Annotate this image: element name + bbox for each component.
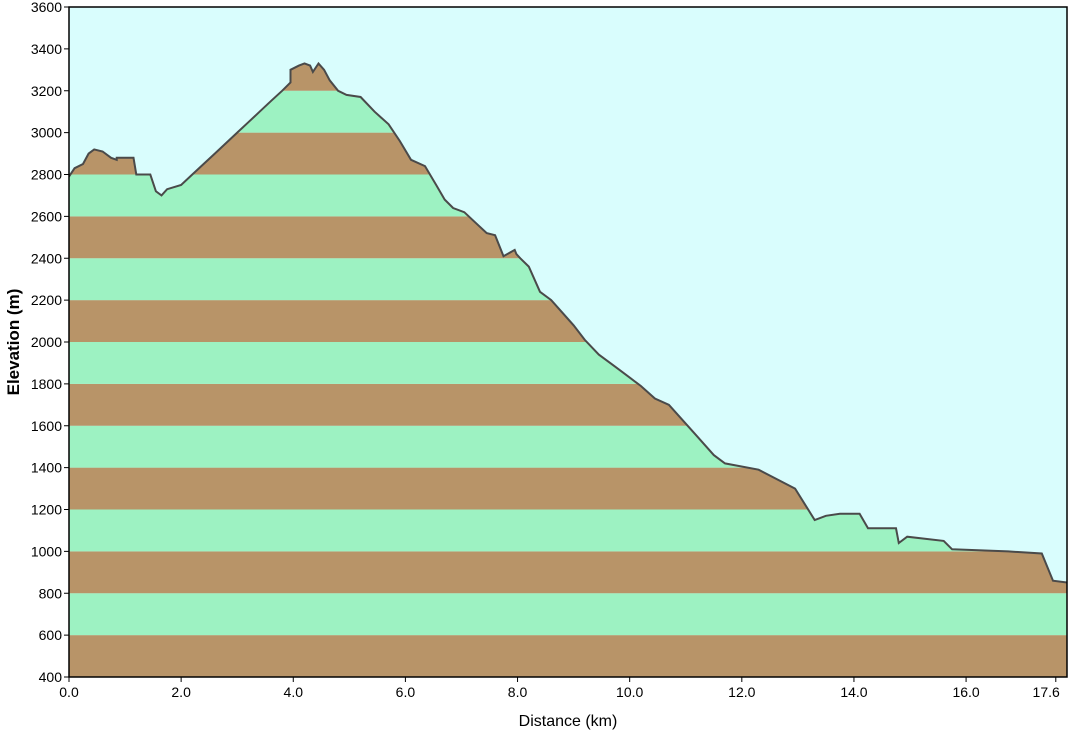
x-tick-label: 0.0 bbox=[59, 684, 79, 700]
x-axis-title: Distance (km) bbox=[519, 713, 618, 730]
y-tick-label: 1200 bbox=[31, 502, 62, 518]
x-tick-label: 2.0 bbox=[171, 684, 191, 700]
y-tick-label: 1800 bbox=[31, 376, 62, 392]
y-tick-label: 400 bbox=[39, 669, 63, 685]
y-tick-label: 2800 bbox=[31, 167, 62, 183]
y-tick-label: 3400 bbox=[31, 41, 62, 57]
y-tick-label: 1000 bbox=[31, 543, 62, 559]
elevation-band bbox=[69, 551, 1067, 594]
y-tick-label: 3200 bbox=[31, 83, 62, 99]
elevation-band bbox=[69, 635, 1067, 677]
y-tick-label: 2400 bbox=[31, 250, 62, 266]
y-tick-label: 3600 bbox=[31, 0, 62, 15]
x-tick-label: 17.6 bbox=[1033, 684, 1060, 700]
y-tick-label: 1400 bbox=[31, 460, 62, 476]
x-tick-label: 16.0 bbox=[952, 684, 979, 700]
x-tick-label: 12.0 bbox=[728, 684, 755, 700]
x-tick-label: 6.0 bbox=[396, 684, 416, 700]
y-axis: 400 600 800 1000 1200 1400 1600 1800 2000 2200 240… bbox=[31, 0, 69, 685]
x-tick-label: 14.0 bbox=[840, 684, 867, 700]
y-tick-label: 1600 bbox=[31, 418, 62, 434]
y-tick-label: 2000 bbox=[31, 334, 62, 350]
elevation-profile-line bbox=[69, 61, 1067, 584]
x-axis: 0.0 2.0 4.0 6.0 8.0 10.0 12.0 14.0 16.0 17.6 bbox=[59, 677, 1060, 700]
y-axis-title: Elevation (m) bbox=[4, 289, 23, 396]
elevation-band bbox=[69, 593, 1067, 636]
y-tick-label: 800 bbox=[39, 585, 63, 601]
y-tick-label: 2600 bbox=[31, 208, 62, 224]
sky-above-profile bbox=[69, 7, 1067, 583]
x-tick-label: 10.0 bbox=[616, 684, 643, 700]
y-tick-label: 3000 bbox=[31, 125, 62, 141]
y-tick-label: 2200 bbox=[31, 292, 62, 308]
y-tick-label: 600 bbox=[39, 627, 63, 643]
x-tick-label: 4.0 bbox=[284, 684, 304, 700]
x-tick-label: 8.0 bbox=[508, 684, 528, 700]
